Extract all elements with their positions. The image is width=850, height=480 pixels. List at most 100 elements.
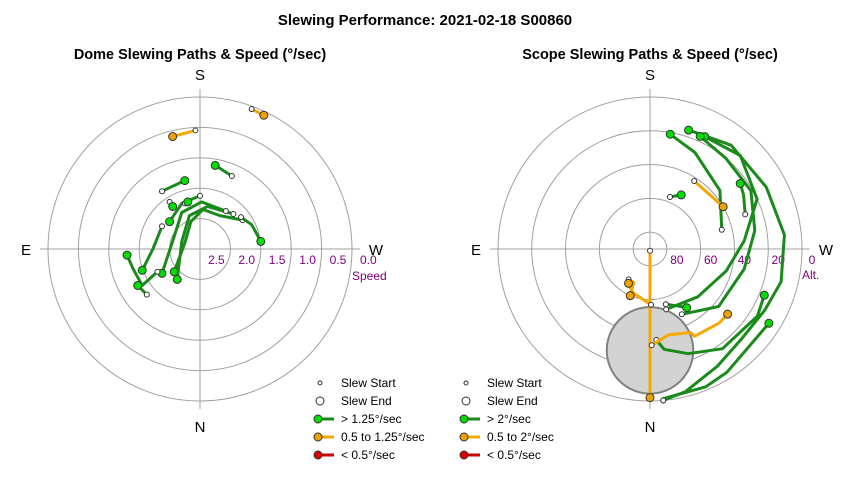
scope-slew-end-marker	[759, 290, 769, 300]
legend-medium-label: 0.5 to 2°/sec	[487, 430, 554, 444]
dome-slew-start-marker	[197, 192, 203, 199]
dome-polar-grid	[40, 89, 360, 409]
legend-end-marker	[461, 396, 471, 406]
dome-slew-end-marker	[133, 280, 143, 290]
scope-slew-end-marker	[625, 291, 635, 301]
dome-slew-path	[172, 208, 245, 274]
scope-tick-label: 60	[704, 253, 718, 267]
dome-tick-label: 0.0	[360, 253, 377, 267]
dome-legend: Slew Start Slew End > 1.25°/sec 0.5 to 1.25…	[313, 376, 425, 462]
scope-slew-start-marker	[678, 311, 685, 318]
scope-dir-bottom: N	[645, 419, 656, 436]
dome-slew-start-marker	[228, 173, 235, 180]
legend-slow-marker	[459, 450, 469, 460]
dome-slew-end-marker	[180, 176, 190, 186]
dome-slew-end-marker	[210, 160, 220, 170]
scope-slew-end-marker	[723, 309, 733, 319]
scope-slew-start-marker	[691, 178, 698, 185]
scope-panel-title: Scope Slewing Paths & Speed (°/sec)	[522, 47, 778, 63]
legend-slow-label: < 0.5°/sec	[341, 448, 395, 462]
scope-dir-left: E	[471, 242, 481, 259]
dome-radial-ticks: 2.5 2.0 1.5 1.0 0.5 0.0	[208, 253, 377, 267]
dome-slew-start-marker	[238, 214, 245, 221]
dome-slew-start-marker	[230, 211, 237, 218]
dome-slew-start-marker	[192, 127, 199, 134]
dome-panel-title: Dome Slewing Paths & Speed (°/sec)	[74, 47, 327, 63]
dome-slew-end-marker	[172, 274, 182, 284]
dome-slew-path	[140, 224, 164, 272]
legend-start-label: Slew Start	[487, 376, 542, 390]
scope-slew-start-marker	[648, 342, 655, 349]
scope-slew-path	[738, 182, 747, 216]
scope-slew-end-marker	[676, 190, 686, 200]
dome-dir-left: E	[21, 242, 31, 259]
legend-end-label: Slew End	[341, 394, 392, 408]
scope-slew-end-marker	[718, 202, 728, 212]
scope-dir-top: S	[645, 67, 655, 84]
dome-slew-end-marker	[259, 110, 269, 120]
scope-slew-start-marker	[660, 397, 667, 404]
legend-end-marker	[315, 396, 325, 406]
scope-radial-axis-label: Alt.	[802, 268, 819, 282]
scope-slew-path	[692, 179, 725, 209]
dome-slew-path	[160, 200, 228, 275]
legend-medium-marker	[313, 432, 323, 442]
dome-slew-end-marker	[122, 250, 132, 260]
legend-slow-label: < 0.5°/sec	[487, 448, 541, 462]
legend-fast-label: > 2°/sec	[487, 412, 531, 426]
scope-slew-start-marker	[662, 301, 669, 308]
legend-medium-marker	[459, 432, 469, 442]
scope-slew-path	[664, 135, 759, 311]
scope-slew-path	[654, 293, 766, 356]
dome-dir-right: W	[369, 242, 384, 259]
scope-slew-end-marker	[645, 393, 655, 403]
scope-slew-start-marker	[666, 193, 673, 200]
legend-start-marker	[317, 380, 323, 386]
scope-slew-path	[680, 134, 757, 316]
scope-slew-path	[650, 312, 730, 347]
legend-fast-label: > 1.25°/sec	[341, 412, 402, 426]
scope-slew-end-marker	[695, 131, 705, 141]
dome-slew-end-marker	[183, 197, 193, 207]
dome-tick-label: 2.0	[238, 253, 255, 267]
dome-dir-top: S	[195, 67, 205, 84]
legend-fast-marker	[313, 414, 323, 424]
dome-radial-axis-label: Speed	[352, 269, 387, 283]
scope-tick-label: 0	[809, 253, 816, 267]
dome-panel: Dome Slewing Paths & Speed (°/sec) S N E…	[21, 47, 425, 462]
dome-slew-start-marker	[222, 208, 229, 214]
scope-slew-start-marker	[742, 211, 749, 218]
dome-slew-path	[239, 215, 263, 243]
scope-dir-right: W	[819, 242, 834, 259]
scope-slew-start-marker	[647, 247, 653, 254]
dome-slews	[122, 106, 269, 298]
scope-slew-end-marker	[624, 278, 634, 288]
scope-slew-start-marker	[718, 226, 725, 233]
scope-radial-ticks: 80 60 40 20 0	[670, 253, 815, 267]
dome-slew-start-marker	[154, 268, 161, 275]
scope-tick-label: 80	[670, 253, 684, 267]
dome-slew-end-marker	[168, 201, 178, 211]
scope-slew-path	[661, 128, 786, 402]
dome-slew-end-marker	[165, 217, 175, 227]
dome-dir-bottom: N	[195, 419, 206, 436]
dome-slew-end-marker	[168, 132, 178, 142]
scope-slew-end-marker	[682, 303, 692, 313]
dome-tick-label: 1.5	[269, 253, 286, 267]
scope-slews	[624, 125, 786, 404]
scope-slew-start-marker	[647, 301, 654, 308]
scope-panel: Scope Slewing Paths & Speed (°/sec) S N …	[459, 47, 834, 462]
dome-slew-end-marker	[256, 236, 266, 246]
scope-slew-start-marker	[663, 306, 670, 313]
dome-tick-label: 0.5	[330, 253, 347, 267]
legend-end-label: Slew End	[487, 394, 538, 408]
legend-slow-marker	[313, 450, 323, 460]
dome-slew-end-marker	[137, 265, 147, 275]
scope-legend: Slew Start Slew End > 2°/sec 0.5 to 2°/sec <…	[459, 376, 554, 462]
scope-slew-end-marker	[665, 129, 675, 139]
dome-slew-start-marker	[159, 188, 165, 195]
scope-slew-end-marker	[764, 318, 774, 328]
dome-slew-start-marker	[248, 106, 255, 113]
